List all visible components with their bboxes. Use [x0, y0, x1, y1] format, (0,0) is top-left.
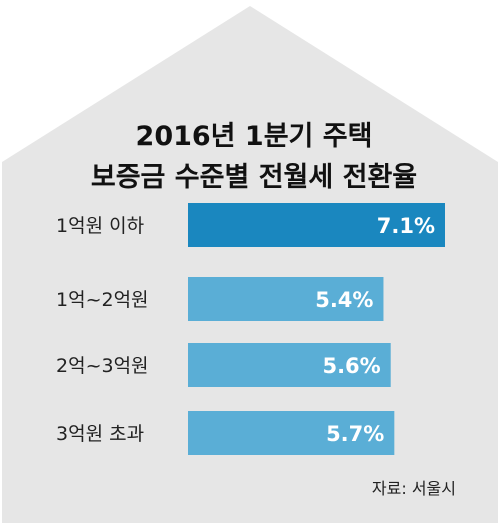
category-label: 3억원 초과 [56, 423, 144, 445]
category-label: 1억~2억원 [56, 289, 149, 311]
bar [188, 343, 391, 387]
source-note: 자료: 서울시 [372, 479, 456, 498]
bar-value-label: 5.6% [322, 354, 380, 378]
bar-value-label: 5.7% [326, 422, 384, 446]
chart-title-line-1: 2016년 1분기 주택 [136, 121, 373, 152]
house-shape-background [2, 6, 498, 523]
chart-title-line-2: 보증금 수준별 전월세 전환율 [91, 162, 417, 193]
bar-value-label: 5.4% [315, 288, 373, 312]
category-label: 1억원 이하 [56, 215, 144, 237]
bar-value-label: 7.1% [377, 214, 435, 238]
bar [188, 203, 445, 247]
bar [188, 411, 395, 455]
bars-group: 1억원 이하 7.1% 1억~2억원 5.4% 2억~3억원 5.6% 3억원 초과 5.7% [56, 203, 445, 455]
category-label: 2억~3억원 [56, 355, 149, 377]
bar [188, 277, 384, 321]
